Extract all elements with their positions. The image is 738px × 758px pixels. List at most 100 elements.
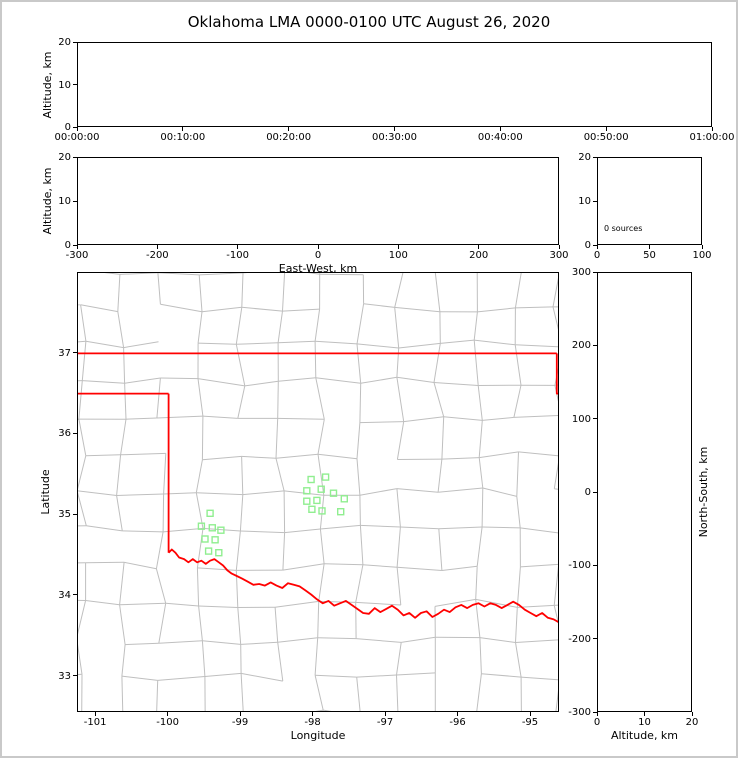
y-tick-mark	[593, 564, 597, 566]
x-tick-mark	[167, 712, 169, 716]
lma-station-marker	[329, 489, 338, 497]
county-borders	[78, 273, 558, 711]
x-tick-mark	[499, 127, 501, 131]
y-tick-label: 10	[58, 196, 71, 207]
source-count-label: 0 sources	[604, 224, 643, 233]
x-tick-label: 0	[593, 717, 601, 728]
x-tick-mark	[94, 712, 96, 716]
y-tick-mark	[593, 271, 597, 273]
y-tick-mark	[73, 675, 77, 677]
y-tick-label: 35	[58, 509, 71, 521]
x-tick-label: -99	[231, 717, 249, 728]
x-tick-label: -97	[376, 717, 394, 728]
x-tick-label: 01:00:00	[689, 132, 735, 143]
x-tick-label: 00:20:00	[266, 132, 312, 143]
x-tick-label: -96	[449, 717, 466, 728]
y-tick-label: 100	[571, 413, 591, 425]
y-tick-mark	[73, 41, 77, 43]
y-tick-label: 0	[64, 240, 71, 251]
x-tick-label: 00:00:00	[54, 132, 100, 143]
east-west-height-panel	[77, 157, 559, 245]
x-tick-label: -100	[156, 717, 179, 728]
y-tick-mark	[593, 244, 597, 246]
x-tick-mark	[397, 245, 399, 249]
figure-title: Oklahoma LMA 0000-0100 UTC August 26, 20…	[187, 13, 551, 31]
x-tick-label: 00:40:00	[477, 132, 523, 143]
y-tick-label: 37	[58, 347, 71, 359]
y-tick-label: 200	[571, 340, 591, 352]
lma-station-marker	[208, 524, 217, 532]
lma-station-marker	[340, 495, 348, 503]
ew_height-y-axis-label: Altitude, km	[41, 167, 54, 235]
ew_height-x-axis-label: East-West, km	[278, 262, 358, 275]
y-tick-label: -200	[568, 633, 591, 645]
y-tick-mark	[73, 84, 77, 85]
x-tick-label: -98	[304, 717, 321, 728]
x-tick-label: 200	[469, 250, 489, 261]
y-tick-label: -100	[568, 560, 591, 572]
north-south-height-panel	[597, 272, 692, 712]
altitude-histogram-panel	[597, 157, 702, 245]
y-tick-label: 10	[578, 196, 591, 207]
lma-station-marker	[303, 487, 311, 495]
x-tick-label: -101	[83, 717, 107, 728]
lma-station-marker	[211, 536, 219, 544]
x-tick-mark	[644, 712, 645, 716]
y-tick-label: -300	[568, 707, 591, 718]
ns_height-y-axis-label: North-South, km	[697, 446, 710, 538]
x-tick-mark	[478, 245, 480, 249]
y-tick-label: 0	[64, 122, 71, 133]
x-tick-label: 50	[643, 250, 656, 261]
x-tick-label: 300	[549, 250, 569, 261]
x-tick-mark	[384, 712, 386, 716]
x-tick-label: 10	[638, 717, 651, 728]
x-tick-mark	[312, 712, 314, 716]
y-tick-mark	[593, 344, 597, 346]
lma-station-marker	[337, 507, 345, 516]
y-tick-mark	[73, 432, 77, 434]
y-tick-mark	[73, 126, 77, 128]
y-tick-mark	[593, 200, 597, 202]
x-tick-mark	[394, 127, 395, 131]
x-tick-label: -300	[65, 250, 89, 261]
x-tick-label: 00:30:00	[372, 132, 417, 143]
lma-station-marker	[303, 497, 311, 505]
x-tick-mark	[237, 245, 239, 249]
y-tick-label: 33	[58, 670, 71, 682]
y-tick-label: 36	[58, 428, 71, 440]
x-tick-mark	[156, 245, 158, 249]
plan_view_map-x-axis-label: Longitude	[290, 729, 346, 742]
lma-station-marker	[206, 509, 214, 518]
plan_view_map-y-axis-label: Latitude	[39, 469, 52, 515]
x-tick-mark	[76, 245, 78, 249]
x-tick-label: 20	[685, 717, 699, 728]
y-tick-mark	[73, 513, 77, 515]
lma-station-marker	[317, 485, 325, 493]
y-tick-mark	[593, 418, 597, 420]
x-tick-label: -200	[145, 250, 169, 261]
lma-stations	[197, 473, 348, 557]
lma-station-marker	[201, 535, 209, 543]
x-tick-mark	[182, 127, 184, 131]
plan-view-map-panel	[77, 272, 559, 712]
lma-station-marker	[313, 496, 321, 505]
x-tick-mark	[701, 245, 703, 249]
y-tick-mark	[73, 244, 77, 246]
x-tick-label: 100	[692, 250, 712, 261]
y-tick-mark	[73, 594, 77, 596]
lma-station-marker	[321, 473, 330, 481]
x-tick-label: 0	[314, 250, 322, 261]
x-tick-mark	[596, 245, 598, 249]
x-tick-mark	[558, 245, 560, 249]
ns_height-x-axis-label: Altitude, km	[610, 729, 679, 742]
x-tick-label: 0	[593, 250, 601, 261]
time-height-panel	[77, 42, 712, 127]
lma-station-marker	[308, 505, 316, 514]
x-tick-mark	[649, 245, 650, 249]
y-tick-mark	[593, 638, 597, 640]
y-tick-mark	[593, 711, 597, 713]
state-border	[78, 352, 558, 623]
x-tick-mark	[239, 712, 241, 716]
time_height-y-axis-label: Altitude, km	[41, 50, 54, 119]
y-tick-mark	[73, 156, 77, 158]
